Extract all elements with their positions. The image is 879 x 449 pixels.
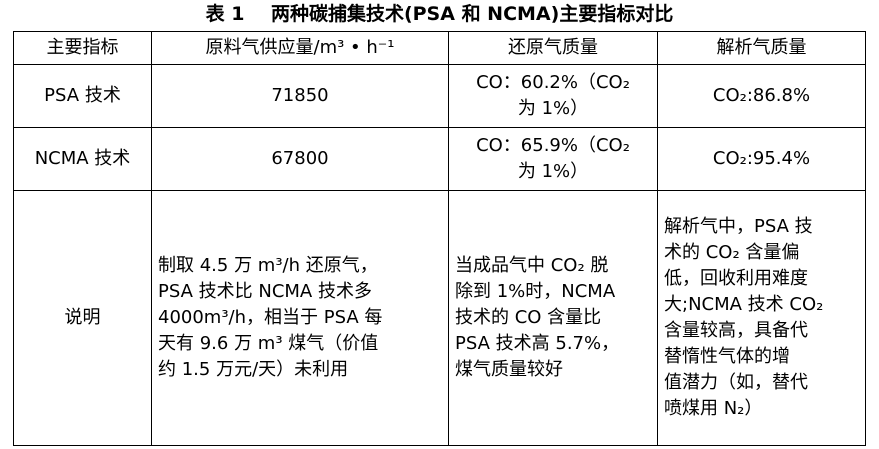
- note-line: 解析气中，PSA 技: [664, 216, 813, 237]
- row-label: PSA 技术: [13, 64, 152, 128]
- note-line: 大;NCMA 技术 CO₂: [664, 294, 824, 315]
- desorption-gas-value: CO₂:95.4%: [657, 127, 866, 191]
- note-line: 当成品气中 CO₂ 脱: [455, 255, 609, 276]
- table-title: 表 1 两种碳捕集技术(PSA 和 NCMA)主要指标对比: [205, 3, 674, 25]
- supply-value: 71850: [151, 64, 449, 128]
- note-line: PSA 技术比 NCMA 技术多: [158, 281, 372, 302]
- table-row-notes: 说明 制取 4.5 万 m³/h 还原气， PSA 技术比 NCMA 技术多 4…: [13, 190, 866, 446]
- note-line: 天有 9.6 万 m³ 煤气（价值: [158, 333, 379, 354]
- supply-value: 67800: [151, 127, 449, 191]
- note-line: 除到 1%时，NCMA: [455, 281, 616, 302]
- header-indicator: 主要指标: [13, 31, 152, 65]
- reduction-gas-value: CO：65.9%（CO₂ 为 1%）: [448, 127, 658, 191]
- note-line: 煤气质量较好: [455, 359, 563, 380]
- note-line: 约 1.5 万元/天）未利用: [158, 359, 349, 380]
- note-line: 替惰性气体的增: [664, 346, 790, 367]
- notes-label: 说明: [13, 190, 152, 446]
- desorption-gas-value: CO₂:86.8%: [657, 64, 866, 128]
- note-line: 技术的 CO 含量比: [455, 307, 602, 328]
- reduction-line: 为 1%）: [517, 161, 589, 182]
- notes-supply-cell: 制取 4.5 万 m³/h 还原气， PSA 技术比 NCMA 技术多 4000…: [151, 190, 449, 446]
- row-label: NCMA 技术: [13, 127, 152, 191]
- header-desorption-gas: 解析气质量: [657, 31, 866, 65]
- comparison-table: 主要指标 原料气供应量/m³ • h⁻¹ 还原气质量 解析气质量 PSA 技术 …: [13, 31, 866, 446]
- reduction-gas-value: CO：60.2%（CO₂ 为 1%）: [448, 64, 658, 128]
- table-header-row: 主要指标 原料气供应量/m³ • h⁻¹ 还原气质量 解析气质量: [13, 31, 866, 65]
- note-line: 低，回收利用难度: [664, 268, 808, 289]
- reduction-line: 为 1%）: [517, 98, 589, 119]
- note-line: 4000m³/h，相当于 PSA 每: [158, 307, 383, 328]
- header-supply: 原料气供应量/m³ • h⁻¹: [151, 31, 449, 65]
- reduction-line: CO：60.2%（CO₂: [476, 72, 630, 93]
- note-line: 喷煤用 N₂）: [664, 398, 763, 419]
- note-line: 值潜力（如，替代: [664, 372, 808, 393]
- notes-reduction-cell: 当成品气中 CO₂ 脱 除到 1%时，NCMA 技术的 CO 含量比 PSA 技…: [448, 190, 658, 446]
- note-line: 制取 4.5 万 m³/h 还原气，: [158, 255, 378, 276]
- table-row-ncma: NCMA 技术 67800 CO：65.9%（CO₂ 为 1%） CO₂:95.…: [13, 127, 866, 191]
- notes-desorption-cell: 解析气中，PSA 技 术的 CO₂ 含量偏 低，回收利用难度 大;NCMA 技术…: [657, 190, 866, 446]
- note-line: 术的 CO₂ 含量偏: [664, 242, 800, 263]
- reduction-line: CO：65.9%（CO₂: [476, 135, 630, 156]
- table-row-psa: PSA 技术 71850 CO：60.2%（CO₂ 为 1%） CO₂:86.8…: [13, 64, 866, 128]
- note-line: 含量较高，具备代: [664, 320, 808, 341]
- note-line: PSA 技术高 5.7%，: [455, 333, 620, 354]
- header-reduction-gas: 还原气质量: [448, 31, 658, 65]
